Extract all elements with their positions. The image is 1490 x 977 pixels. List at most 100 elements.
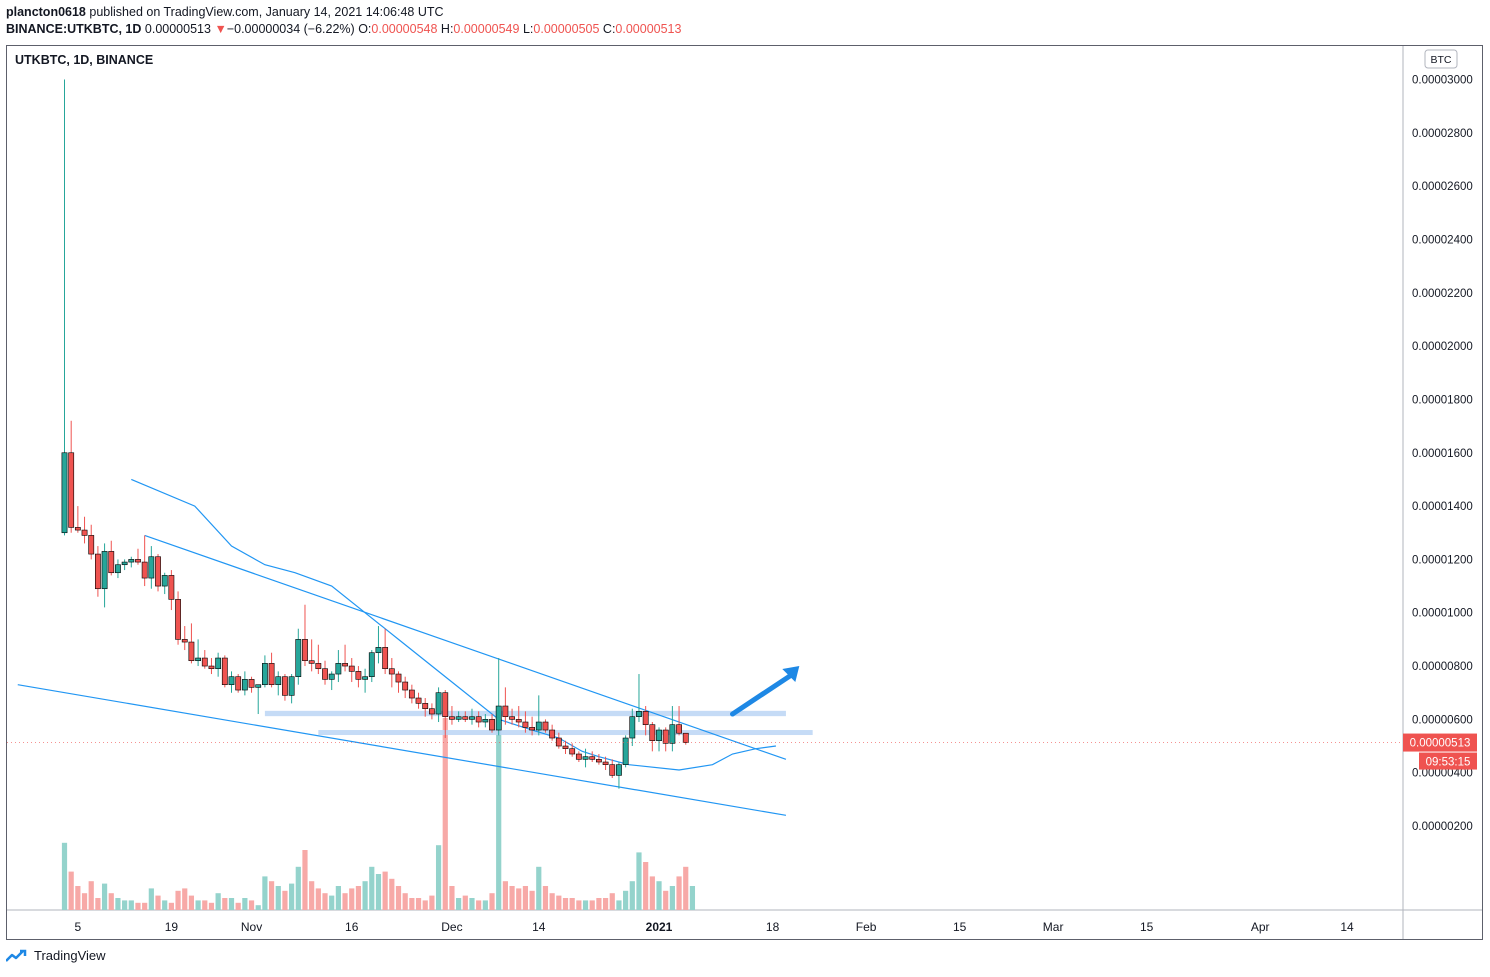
candle[interactable] — [268, 652, 275, 688]
currency-label[interactable]: BTC — [1424, 49, 1458, 69]
candle[interactable] — [74, 506, 81, 533]
candle[interactable] — [482, 714, 489, 728]
candle[interactable] — [515, 706, 522, 728]
candle[interactable] — [148, 546, 155, 589]
candle[interactable] — [288, 674, 295, 704]
candle[interactable] — [495, 658, 502, 736]
candle[interactable] — [161, 572, 168, 595]
candle[interactable] — [368, 650, 375, 683]
candle[interactable] — [636, 674, 642, 723]
candle[interactable] — [469, 708, 475, 725]
candle[interactable] — [175, 591, 181, 645]
candle[interactable] — [428, 703, 435, 720]
candle[interactable] — [616, 762, 622, 789]
candle[interactable] — [582, 748, 589, 768]
candle[interactable] — [235, 674, 242, 693]
candle[interactable] — [215, 652, 222, 677]
candle[interactable] — [101, 543, 108, 608]
candle[interactable] — [489, 714, 495, 733]
candlestick-chart[interactable]: 0.00000200 0.00000400 0.00000600 0.00000800… — [7, 46, 1482, 939]
candle[interactable] — [295, 628, 302, 685]
candle[interactable] — [422, 698, 429, 717]
candle[interactable] — [575, 751, 582, 763]
candle[interactable] — [188, 623, 195, 664]
candle[interactable] — [375, 626, 382, 664]
candle[interactable] — [208, 658, 215, 675]
candle[interactable] — [402, 676, 409, 699]
candle[interactable] — [395, 671, 402, 693]
candle[interactable] — [228, 671, 235, 693]
candle[interactable] — [449, 706, 455, 725]
candle[interactable] — [569, 743, 576, 757]
candle[interactable] — [362, 668, 368, 693]
candle[interactable] — [542, 719, 549, 733]
candle[interactable] — [61, 79, 68, 536]
candle[interactable] — [669, 706, 676, 752]
candle[interactable] — [135, 548, 141, 565]
candle[interactable] — [549, 724, 556, 741]
candle[interactable] — [168, 570, 175, 611]
candle[interactable] — [522, 711, 529, 733]
candle[interactable] — [248, 676, 255, 693]
candle[interactable] — [435, 687, 442, 723]
candle[interactable] — [308, 639, 315, 672]
author-name[interactable]: plancton0618 — [6, 5, 86, 19]
candle[interactable] — [589, 751, 596, 763]
candle[interactable] — [195, 639, 201, 667]
candle[interactable] — [562, 740, 569, 755]
candle[interactable] — [609, 759, 616, 779]
candle[interactable] — [676, 706, 682, 736]
candle[interactable] — [241, 671, 248, 696]
candle[interactable] — [181, 626, 188, 651]
candle[interactable] — [342, 644, 348, 672]
candle[interactable] — [649, 722, 656, 752]
candle[interactable] — [622, 735, 629, 768]
candle[interactable] — [629, 708, 636, 747]
candle[interactable] — [115, 559, 121, 579]
candle[interactable] — [502, 687, 509, 725]
candle[interactable] — [95, 546, 101, 597]
candle[interactable] — [201, 650, 208, 669]
candle[interactable] — [315, 644, 322, 675]
candle[interactable] — [475, 711, 482, 728]
candle[interactable] — [555, 732, 562, 749]
candle[interactable] — [302, 604, 308, 667]
candle[interactable] — [255, 684, 262, 715]
candle[interactable] — [262, 655, 268, 688]
candle[interactable] — [355, 666, 362, 688]
candle[interactable] — [415, 692, 422, 709]
candle[interactable] — [88, 524, 95, 560]
candle[interactable] — [408, 684, 415, 704]
candle[interactable] — [68, 420, 75, 533]
candle[interactable] — [108, 540, 115, 576]
candle[interactable] — [382, 628, 389, 675]
candle[interactable] — [155, 554, 161, 592]
candle[interactable] — [322, 660, 328, 685]
candle[interactable] — [462, 711, 469, 723]
candle[interactable] — [81, 516, 88, 544]
candle[interactable] — [642, 706, 649, 736]
candle[interactable] — [535, 695, 542, 736]
candle[interactable] — [121, 559, 128, 571]
candle[interactable] — [348, 658, 355, 683]
candle[interactable] — [529, 716, 535, 736]
candle[interactable] — [595, 754, 602, 765]
candle[interactable] — [388, 658, 395, 688]
candle[interactable] — [282, 674, 288, 701]
candle[interactable] — [602, 756, 609, 771]
candle[interactable] — [221, 655, 228, 688]
candle[interactable] — [128, 556, 135, 568]
candle[interactable] — [656, 727, 662, 752]
footer[interactable]: TradingView — [6, 948, 106, 963]
candle[interactable] — [662, 727, 669, 752]
candle[interactable] — [335, 650, 342, 683]
candle[interactable] — [509, 708, 515, 725]
candle[interactable] — [141, 535, 148, 587]
candle[interactable] — [328, 671, 335, 691]
candle[interactable] — [455, 711, 462, 723]
candle[interactable] — [682, 732, 689, 745]
candle-body — [549, 729, 556, 739]
candle[interactable] — [275, 671, 282, 696]
volume-bar — [496, 718, 502, 910]
candle[interactable] — [442, 690, 449, 739]
